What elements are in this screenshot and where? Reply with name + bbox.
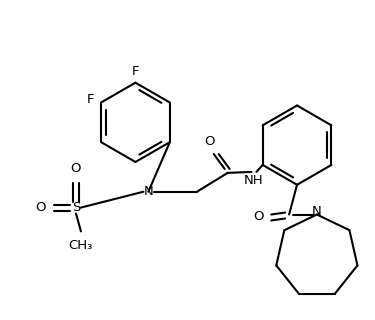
Text: NH: NH — [244, 174, 263, 187]
Text: N: N — [144, 185, 153, 198]
Text: O: O — [204, 135, 215, 148]
Text: S: S — [72, 201, 80, 214]
Text: F: F — [87, 93, 94, 106]
Text: F: F — [132, 65, 139, 78]
Text: O: O — [253, 210, 264, 223]
Text: O: O — [35, 201, 45, 214]
Text: N: N — [312, 205, 322, 218]
Text: CH₃: CH₃ — [69, 239, 93, 252]
Text: O: O — [71, 163, 81, 175]
